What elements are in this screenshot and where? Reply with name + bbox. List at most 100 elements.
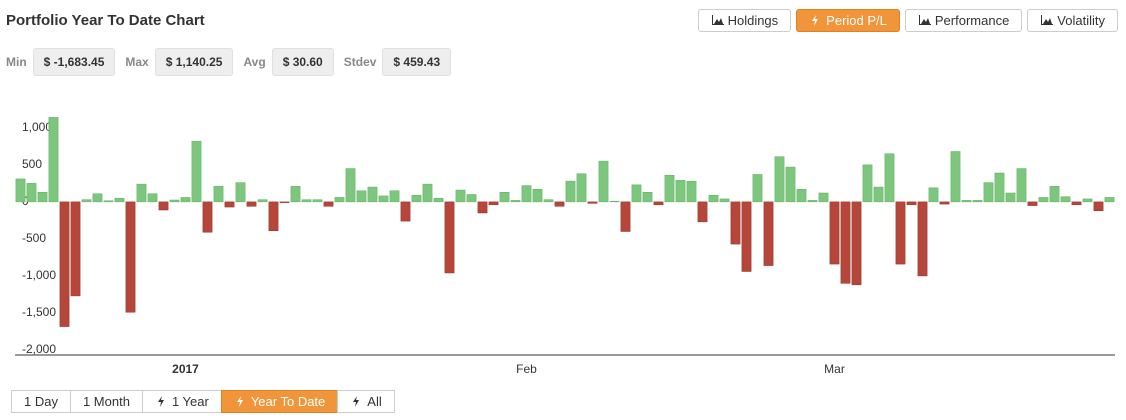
bar [15, 178, 26, 203]
bar [147, 193, 158, 203]
view-buttons: Holdings Period P/L Performance Volatili… [697, 9, 1118, 32]
bar [752, 174, 763, 203]
bar [1005, 192, 1016, 203]
label: Period P/L [826, 13, 887, 28]
stat-value: $ 1,140.25 [154, 48, 234, 76]
stat-label: Max [125, 55, 149, 69]
bar [675, 180, 686, 203]
bar [510, 200, 521, 203]
bar [125, 201, 136, 313]
bar [763, 201, 774, 266]
label: All [367, 394, 382, 409]
view-button[interactable]: Holdings [697, 9, 792, 32]
bar [741, 201, 752, 272]
bar [1104, 197, 1115, 203]
bar [37, 191, 48, 203]
bar [642, 191, 653, 203]
stat-label: Min [6, 55, 27, 69]
bar [466, 194, 477, 203]
stats: Min $ -1,683.45 Max $ 1,140.25 Avg $ 30.60 … [6, 48, 461, 76]
bar [235, 182, 246, 203]
bar [873, 186, 884, 203]
bar [686, 180, 697, 203]
bar [620, 201, 631, 232]
bar [631, 184, 642, 203]
bar [1082, 198, 1093, 203]
bar [576, 173, 587, 203]
range-button[interactable]: 1 Month [69, 390, 143, 413]
bar [257, 199, 268, 203]
bar [455, 189, 466, 203]
bar [367, 186, 378, 203]
y-tick-label: 0 [22, 194, 29, 208]
bar [818, 192, 829, 203]
y-tick-label: 1,000 [22, 120, 52, 134]
stat-label: Stdev [343, 55, 377, 69]
bar [301, 199, 312, 203]
label: Volatility [1057, 13, 1105, 28]
stat-label: Avg [243, 55, 266, 69]
bar [48, 117, 59, 203]
bar [939, 201, 950, 205]
y-tick-label: 500 [22, 157, 42, 171]
title: Portfolio Year To Date Chart [6, 12, 205, 29]
bar [807, 200, 818, 203]
bar [565, 180, 576, 203]
bar [862, 164, 873, 203]
y-tick-label: -1,000 [22, 268, 56, 282]
range-button[interactable]: 1 Year [141, 390, 222, 413]
bar [180, 197, 191, 203]
range-button[interactable]: All [337, 390, 395, 413]
bar [730, 201, 741, 245]
bar [950, 151, 961, 203]
y-tick-label: -500 [22, 231, 46, 245]
bar [114, 197, 125, 203]
bar [444, 201, 455, 274]
bar [1016, 168, 1027, 203]
bar [961, 200, 972, 203]
view-button[interactable]: Volatility [1027, 9, 1118, 32]
bar [433, 197, 444, 203]
bar [224, 201, 235, 208]
bar [1071, 201, 1082, 206]
bar [389, 190, 400, 203]
bar [521, 185, 532, 203]
label: 1 Month [82, 394, 130, 409]
label: 1 Day [24, 394, 58, 409]
stat-value: $ 459.43 [382, 48, 452, 76]
chart: 1,000 500 0 -500 -1,000 -1,500 -2,000 2017 Feb Ma… [15, 117, 1115, 376]
bar [1093, 201, 1104, 212]
view-button[interactable]: Performance [904, 9, 1023, 32]
bar [532, 189, 543, 203]
bar [356, 190, 367, 203]
bar [917, 201, 928, 277]
bar [708, 194, 719, 203]
x-tick-label: Feb [516, 362, 537, 376]
bar [829, 201, 840, 265]
bar [169, 199, 180, 203]
bar [840, 201, 851, 284]
stat-value: $ -1,683.45 [32, 48, 116, 76]
bar [1060, 196, 1071, 203]
bar [653, 201, 664, 206]
bar [422, 183, 433, 203]
bar [213, 186, 224, 203]
range-button[interactable]: 1 Day [11, 390, 71, 413]
view-button[interactable]: Period P/L [796, 9, 900, 32]
bar [345, 168, 356, 203]
bar [488, 201, 499, 206]
bar [554, 201, 565, 207]
bar [477, 201, 488, 214]
bar [587, 201, 598, 204]
bar [202, 201, 213, 233]
bar [1038, 197, 1049, 203]
range-button[interactable]: Year To Date [220, 390, 339, 413]
bar [26, 183, 37, 203]
bar [246, 201, 257, 207]
bar [70, 201, 81, 297]
bar [81, 199, 92, 203]
bar [279, 201, 290, 203]
bar [895, 201, 906, 265]
label: 1 Year [171, 394, 209, 409]
